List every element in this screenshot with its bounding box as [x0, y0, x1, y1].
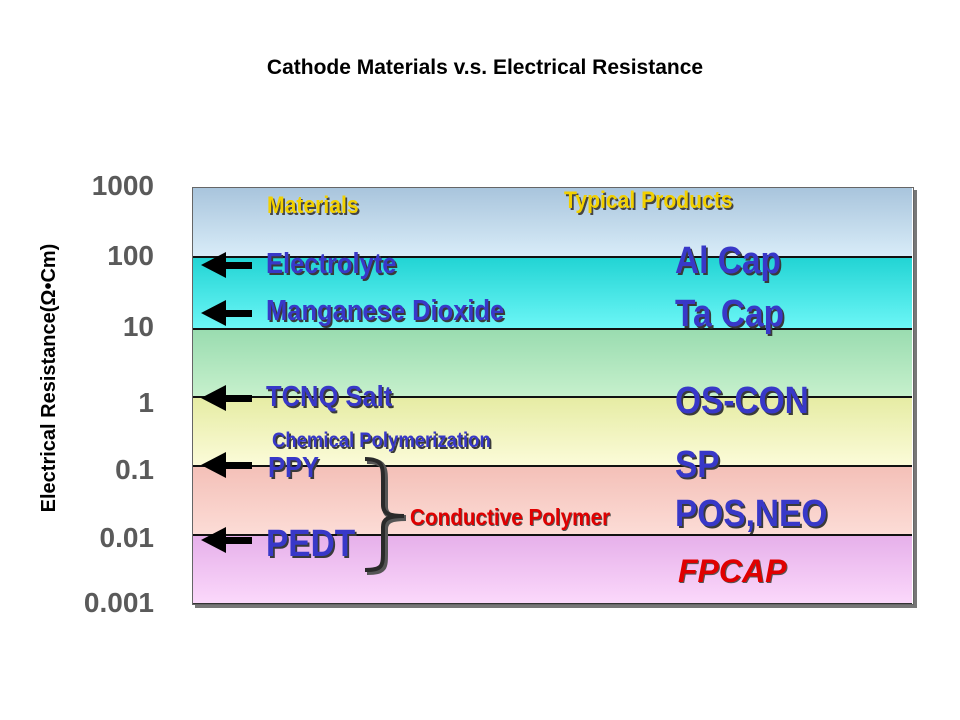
material-tcnq-salt: TCNQ Salt	[266, 381, 393, 413]
material-ppy: PPY	[268, 452, 320, 484]
products-header: Typical Products	[564, 187, 733, 214]
product-sp: SP	[675, 444, 720, 486]
material-electrolyte: Electrolyte	[266, 248, 397, 280]
y-tick-label: 1	[138, 387, 154, 418]
y-tick-label: 100	[107, 240, 154, 271]
resistance-band	[192, 536, 912, 605]
y-tick-label: 1000	[91, 170, 154, 201]
y-tick-label: 0.001	[83, 587, 154, 618]
material-pedt: PEDT	[266, 523, 356, 565]
resistance-band	[192, 187, 912, 258]
product-pos-neo: POS,NEO	[675, 493, 828, 535]
resistance-band	[192, 467, 912, 536]
resistance-band	[192, 398, 912, 467]
y-tick-label: 10	[122, 311, 154, 342]
conductive-polymer-label: Conductive Polymer	[410, 504, 611, 530]
y-tick-label: 0.01	[99, 522, 155, 553]
product-os-con: OS-CON	[675, 380, 809, 422]
product-fpcap: FPCAP	[678, 553, 787, 589]
product-al-cap: Al Cap	[675, 240, 781, 282]
product-ta-cap: Ta Cap	[675, 293, 785, 335]
resistance-band	[192, 258, 912, 330]
chemical-polymerization-label: Chemical Polymerization	[272, 429, 491, 452]
plot-area	[192, 187, 914, 605]
resistance-band	[192, 330, 912, 398]
materials-header: Materials	[267, 192, 359, 219]
y-tick-label: 0.1	[115, 454, 154, 485]
material-manganese-dioxide: Manganese Dioxide	[266, 295, 505, 327]
y-axis-label: Electrical Resistance(Ω•Cm)	[38, 243, 60, 513]
chart-title: Cathode Materials v.s. Electrical Resist…	[266, 56, 704, 79]
